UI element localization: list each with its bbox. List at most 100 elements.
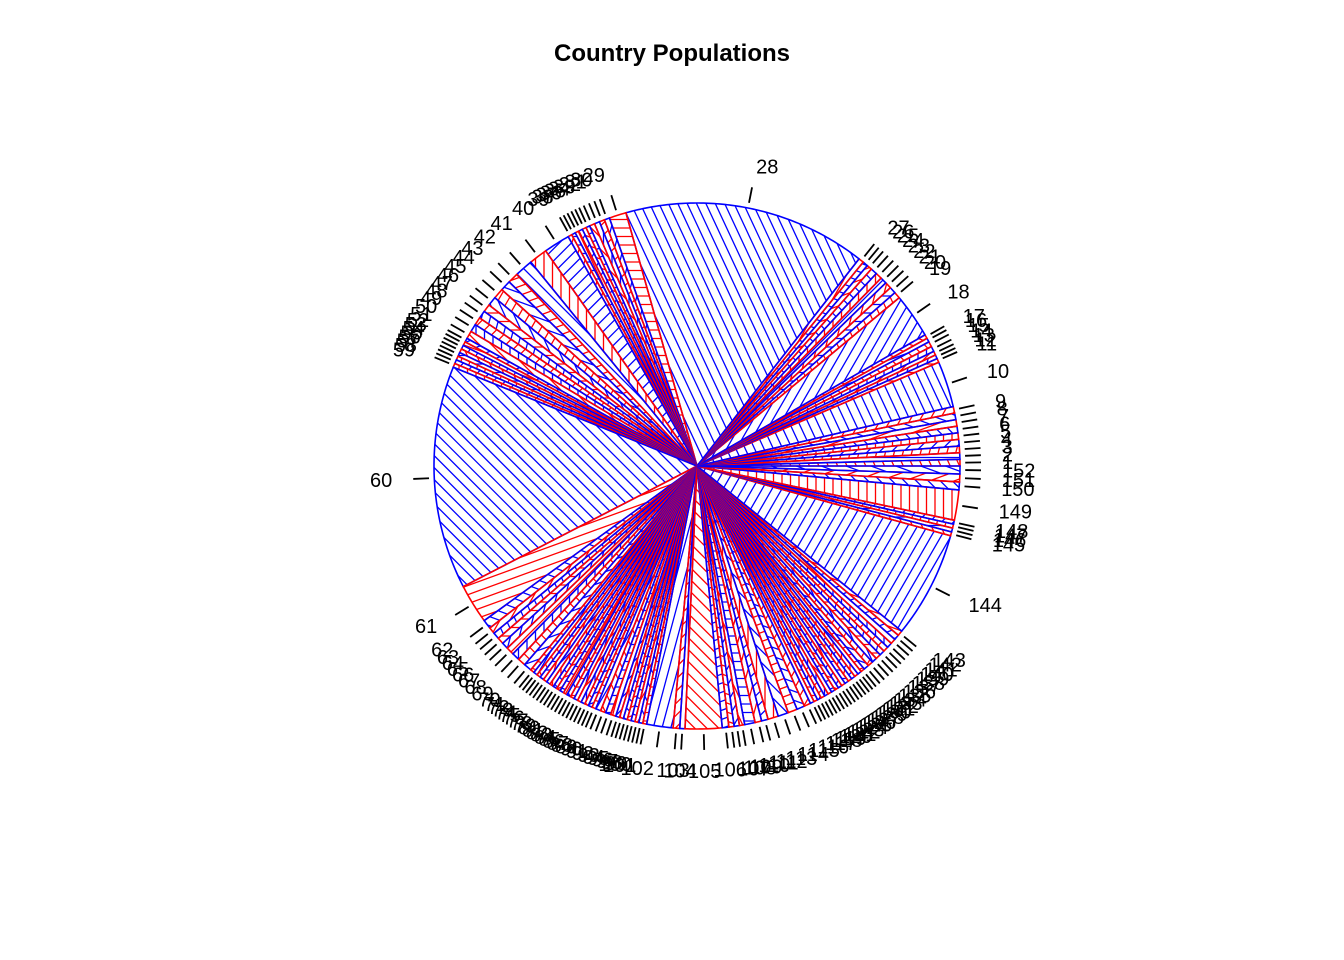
slice-tick <box>828 699 838 714</box>
slice-tick <box>506 665 519 679</box>
slice-tick <box>891 270 904 283</box>
slice-label: 62 <box>431 640 453 662</box>
slice-label: 12 <box>975 329 997 351</box>
slice-tick <box>964 439 980 444</box>
slice-tick <box>578 207 587 223</box>
slice-tick <box>576 709 586 725</box>
slice-tick <box>881 659 894 673</box>
slice-tick <box>962 505 979 510</box>
slice-label: 127 <box>867 709 900 731</box>
slice-tick <box>450 323 465 334</box>
slice-label: 143 <box>932 650 965 672</box>
slice-label: 68 <box>465 677 487 699</box>
slice-label: 54 <box>403 318 425 340</box>
slice-label: 119 <box>835 728 867 750</box>
slice-tick <box>513 670 526 684</box>
slice-tick <box>936 338 952 348</box>
slice-tick <box>964 477 981 480</box>
slice-label: 60 <box>370 470 392 492</box>
slice-tick <box>673 733 677 750</box>
slice-label: 121 <box>843 724 876 746</box>
slice-tick <box>614 722 621 739</box>
slice-tick <box>600 718 608 734</box>
slice-label: 33 <box>553 176 575 198</box>
slice-label: 84 <box>534 727 556 749</box>
slice-tick <box>550 695 560 711</box>
slice-tick <box>569 705 578 721</box>
slice-label: 46 <box>437 265 459 287</box>
slice-label: 138 <box>912 673 945 695</box>
slice-tick <box>434 356 450 365</box>
slice-label: 96 <box>592 750 614 772</box>
slice-tick <box>955 534 972 541</box>
slice-tick <box>580 710 589 726</box>
slice-tick <box>518 674 530 689</box>
slice-label: 110 <box>758 755 790 777</box>
slice-tick <box>793 715 802 731</box>
slice-label: 29 <box>583 165 605 187</box>
slice-label: 102 <box>620 758 653 780</box>
slice-tick <box>509 251 521 265</box>
slice-label: 147 <box>994 526 1027 548</box>
slice-tick <box>862 676 874 690</box>
slice-tick <box>932 329 947 339</box>
slice-label: 115 <box>808 740 840 762</box>
slice-tick <box>935 587 951 597</box>
slice-tick <box>808 709 818 725</box>
slice-tick <box>584 712 593 728</box>
slice-tick <box>494 654 507 667</box>
slice-label: 83 <box>530 725 552 747</box>
slice-tick <box>566 212 576 228</box>
slice-tick <box>413 477 430 480</box>
slice-tick <box>848 686 860 701</box>
slice-tick <box>801 712 810 728</box>
slice-tick <box>863 243 875 257</box>
slice-label: 43 <box>461 238 483 260</box>
slice-tick <box>484 643 498 656</box>
slice-label: 38 <box>531 187 553 209</box>
slice-tick <box>521 677 533 691</box>
slice-tick <box>535 686 547 701</box>
slice-tick <box>896 644 910 657</box>
pie-slice <box>696 296 927 467</box>
slice-label: 145 <box>992 535 1025 557</box>
slice-label: 26 <box>892 222 914 244</box>
slice-label: 14 <box>970 320 992 342</box>
slice-tick <box>962 425 979 430</box>
slice-label: 17 <box>963 306 985 328</box>
slice-tick <box>835 694 845 710</box>
slice-tick <box>876 255 889 269</box>
slice-tick <box>489 648 502 661</box>
slice-label: 90 <box>560 739 582 761</box>
slice-label: 21 <box>919 246 941 268</box>
slice-label: 95 <box>587 748 609 770</box>
slice-tick <box>903 635 917 648</box>
slice-tick <box>454 605 470 616</box>
slice-label: 52 <box>407 310 429 332</box>
slice-tick <box>500 659 513 673</box>
slice-label: 44 <box>453 247 475 269</box>
slice-tick <box>938 343 954 352</box>
slice-label: 79 <box>514 715 536 737</box>
slice-tick <box>598 198 606 215</box>
slice-tick <box>963 432 980 437</box>
slice-label: 22 <box>913 241 935 263</box>
slice-label: 129 <box>874 704 907 726</box>
slice-label: 107 <box>737 758 770 780</box>
slice-tick <box>831 697 842 712</box>
slice-label: 6 <box>999 414 1010 436</box>
slice-tick <box>813 706 823 722</box>
slice-label: 18 <box>947 282 969 304</box>
slice-label: 56 <box>399 327 421 349</box>
slice-label: 94 <box>583 747 605 769</box>
slice-label: 28 <box>756 157 778 179</box>
slice-label: 13 <box>973 325 995 347</box>
slice-tick <box>588 202 596 219</box>
slice-label: 85 <box>538 729 560 751</box>
slice-tick <box>934 333 950 343</box>
slice-label: 24 <box>902 230 924 252</box>
slice-tick <box>439 344 455 353</box>
slice-label: 113 <box>785 748 817 770</box>
slice-label: 81 <box>522 720 544 742</box>
